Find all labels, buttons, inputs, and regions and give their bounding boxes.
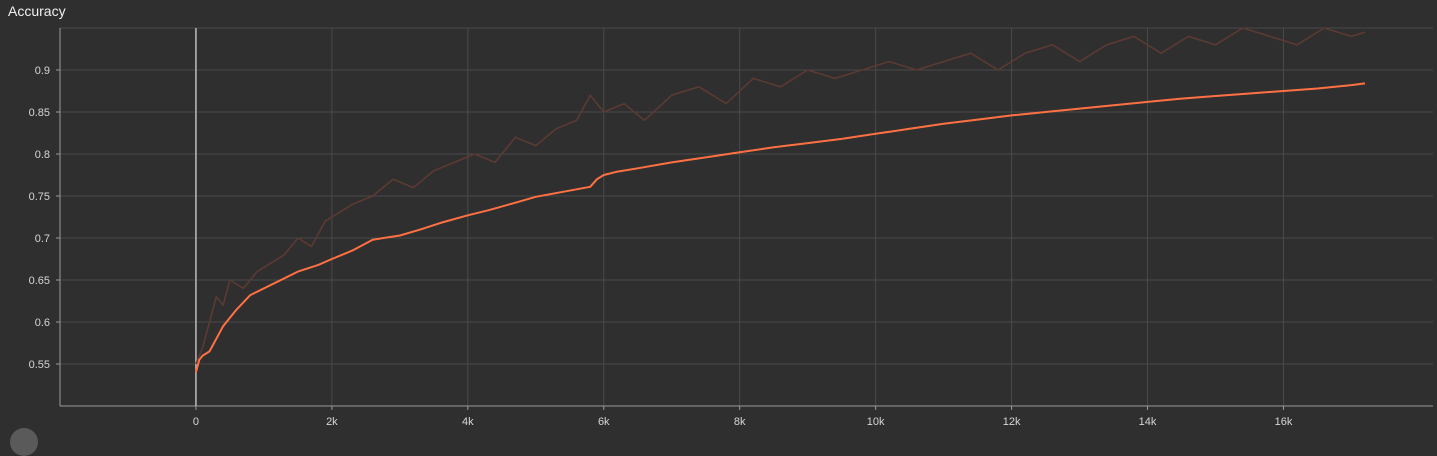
x-tick-label: 2k (326, 416, 338, 428)
y-tick-label: 0.7 (35, 233, 50, 245)
grid (60, 27, 1433, 406)
x-tick-label: 14k (1139, 416, 1157, 428)
y-tick-label: 0.65 (29, 275, 50, 287)
x-tick-label: 6k (598, 416, 610, 428)
x-tick-label: 16k (1275, 416, 1293, 428)
tick-labels: 0 2k 4k 6k 8k 10k 12k 14k 16k 0.55 0.6 0.65 0.7 0.75 0… (29, 65, 1293, 428)
x-tick-label: 10k (867, 416, 885, 428)
y-tick-label: 0.85 (29, 107, 50, 119)
accuracy-chart: 0 2k 4k 6k 8k 10k 12k 14k 16k 0.55 0.6 0.65 0.7 0.75 0… (29, 27, 1433, 428)
corner-avatar-icon[interactable] (10, 428, 38, 456)
x-tick-label: 4k (462, 416, 474, 428)
y-tick-label: 0.9 (35, 65, 50, 77)
x-tick-label: 12k (1003, 416, 1021, 428)
y-tick-label: 0.8 (35, 149, 50, 161)
y-tick-label: 0.55 (29, 359, 50, 371)
x-tick-label: 8k (734, 416, 746, 428)
y-tick-label: 0.6 (35, 317, 50, 329)
axes (56, 28, 1433, 410)
smoothed-series-layer (194, 82, 1366, 373)
smoothed-series-line (194, 82, 1366, 373)
y-tick-label: 0.75 (29, 191, 50, 203)
chart-title: Accuracy (8, 3, 66, 19)
raw-series-layer (195, 27, 1366, 365)
raw-series-line (195, 27, 1366, 365)
x-tick-label: 0 (193, 416, 199, 428)
